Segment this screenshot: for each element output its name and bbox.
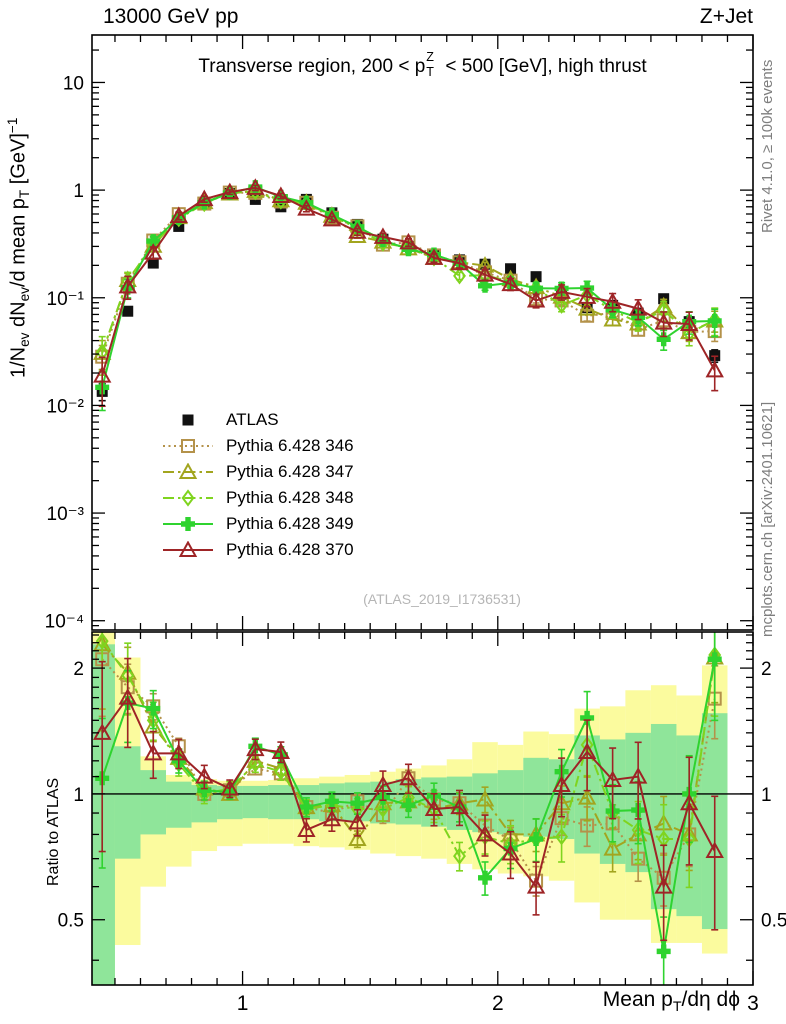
beam-energy-label: 13000 GeV pp (103, 5, 239, 28)
series-pythia-6-428-346 (95, 185, 722, 373)
legend-entry-pythia-6-428-349: Pythia 6.428 349 (162, 511, 354, 537)
main-y-tick-label: 10⁻³ (47, 504, 85, 525)
ratio-y-tick-label-right: 2 (761, 659, 772, 680)
generator-version-note: Rivet 4.1.0, ≥ 100k events (759, 59, 776, 233)
legend-entry-label: Pythia 6.428 348 (226, 488, 354, 507)
series-atlas (96, 188, 721, 402)
panel-title-pre: Transverse region, 200 < p (198, 56, 426, 77)
main-panel-series (93, 178, 724, 412)
legend-entry-label: Pythia 6.428 349 (226, 514, 354, 533)
legend-marker-icon (163, 439, 213, 453)
analysis-id-watermark: (ATLAS_2019_I1736531) (363, 591, 521, 607)
series-pythia-6-428-348 (95, 182, 722, 376)
legend-marker-icon (163, 517, 213, 531)
ratio-panel-frame (91, 631, 754, 986)
source-note: mcplots.cern.ch [arXiv:2401.10621] (759, 401, 776, 637)
ratio-y-tick-label-left: 1 (73, 785, 84, 806)
axis-tick-labels: 10 1 10⁻¹ 10⁻² 10⁻³ 10⁻⁴ 0.5 0.5 1 1 2 2 1 2 3 (45, 73, 786, 1015)
legend: ATLAS Pythia 6.428 346 Pythia 6.428 347 Pyt… (162, 407, 354, 563)
legend-entry-pythia-6-428-347: Pythia 6.428 347 (162, 459, 354, 485)
ratio-y-tick-label-left: 2 (73, 659, 84, 680)
main-y-tick-label: 10 (63, 73, 84, 94)
x-tick-label: 1 (237, 992, 249, 1015)
ratio-y-axis-title: Ratio to ATLAS (45, 777, 62, 886)
legend-entry-pythia-6-428-370: Pythia 6.428 370 (162, 537, 354, 563)
legend-entry-atlas: ATLAS (162, 407, 354, 433)
legend-entry-label: Pythia 6.428 347 (226, 462, 354, 481)
legend-entry-pythia-6-428-346: Pythia 6.428 346 (162, 433, 354, 459)
ratio-y-tick-label-left: 0.5 (58, 911, 84, 932)
legend-marker-icon (163, 489, 213, 507)
main-y-tick-label: 10⁻² (47, 396, 85, 417)
x-axis-title: Mean pT/dη dϕ (602, 988, 740, 1015)
main-panel-frame (91, 34, 754, 631)
main-y-tick-label: 1 (73, 181, 84, 202)
process-label: Z+Jet (699, 5, 753, 28)
legend-entry-label: Pythia 6.428 370 (226, 540, 354, 559)
main-y-tick-label: 10⁻¹ (47, 289, 85, 310)
legend-marker-icon (163, 541, 213, 557)
main-y-tick-label: 10⁻⁴ (45, 612, 84, 633)
ratio-y-tick-label-right: 1 (761, 785, 772, 806)
legend-entry-pythia-6-428-348: Pythia 6.428 348 (162, 485, 354, 511)
series-pythia-6-428-370 (93, 657, 724, 942)
legend-marker-icon (163, 463, 213, 479)
axis-ticks (92, 35, 754, 985)
ratio-panel-series (93, 632, 724, 985)
legend-entry-label: ATLAS (226, 410, 279, 429)
series-pythia-6-428-370 (93, 178, 724, 408)
panel-title-post: < 500 [GeV], high thrust (440, 56, 647, 77)
ratio-y-tick-label-right: 0.5 (761, 911, 786, 932)
series-pythia-6-428-349 (95, 180, 722, 412)
legend-marker-icon (182, 414, 194, 426)
legend-entry-label: Pythia 6.428 346 (226, 436, 354, 455)
x-tick-label: 3 (747, 992, 759, 1015)
x-tick-label: 2 (492, 992, 504, 1015)
main-y-axis-title: 1/Nev dNev/d mean pT [GeV]−1 (5, 117, 33, 378)
